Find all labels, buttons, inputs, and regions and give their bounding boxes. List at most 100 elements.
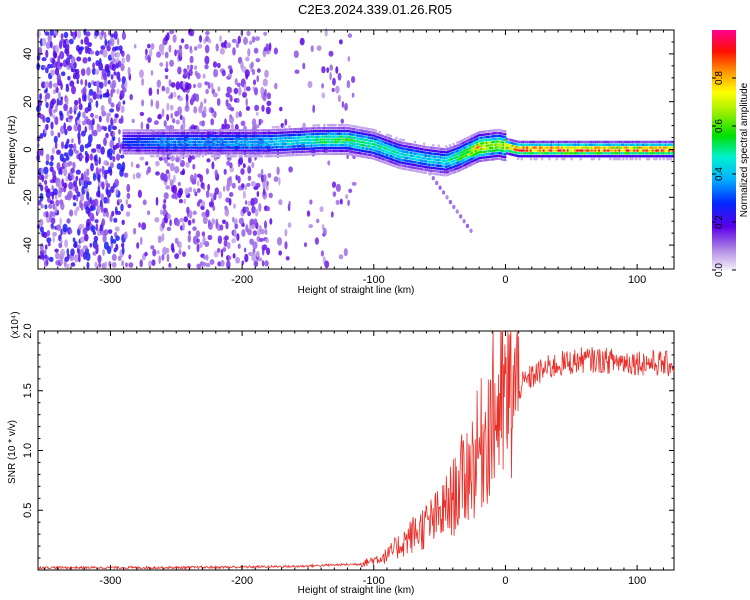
spectrogram-cell (269, 149, 273, 152)
spectrogram-cells (36, 28, 675, 270)
spectrogram-cell (137, 140, 140, 144)
spectrogram-cell (334, 135, 337, 138)
spectrogram-cell (81, 130, 86, 137)
spectrogram-cell (125, 199, 129, 206)
spectrogram-cell (264, 69, 269, 78)
spectrogram-cell (177, 129, 181, 132)
spectrogram-cell (651, 143, 654, 146)
spectrogram-cell (548, 154, 551, 158)
spectrogram-cell (562, 143, 566, 146)
spectrogram-cell (542, 154, 546, 158)
spectrogram-cell (73, 104, 78, 112)
spectrogram-cell (192, 149, 195, 152)
spectrogram-cell (264, 149, 267, 152)
spectrogram-cell (183, 143, 186, 146)
spectrogram-cell (555, 143, 559, 146)
spectrogram-cell (285, 256, 290, 261)
spectrogram-cell (84, 36, 89, 45)
spectrogram-cell (60, 248, 66, 258)
spectrogram-cell (435, 180, 439, 186)
spectrogram-cell (122, 149, 125, 152)
spectrogram-cell (50, 129, 54, 137)
spectrogram-cell (483, 136, 487, 139)
spectrogram-cell (59, 51, 65, 60)
spectrogram-cell (121, 57, 126, 64)
spectrogram-cell (251, 161, 255, 169)
spectrogram-cell (121, 260, 124, 267)
spectrogram-cell (183, 137, 186, 141)
spectrogram-cell (194, 65, 198, 70)
spectrogram-cell (146, 137, 149, 141)
spectrogram-cell (277, 148, 280, 152)
spectrogram-cell (335, 199, 340, 206)
spectrogram-cell (561, 146, 564, 149)
spectrogram-cell (210, 82, 214, 90)
spectrogram-cell (343, 132, 347, 135)
spectrogram-cell (314, 132, 317, 136)
spectrogram-cell (163, 199, 167, 204)
spectrogram-cell (162, 134, 166, 138)
spectrogram-cell (546, 140, 549, 144)
spectrogram-cell (196, 72, 201, 80)
spectrogram-cell (172, 34, 177, 43)
spectrogram-cell (562, 152, 566, 155)
spectrogram-cell (658, 157, 662, 161)
spectrogram-cell (265, 106, 271, 115)
spectrogram-cell (137, 152, 140, 155)
spectrogram-cell (247, 134, 251, 138)
spectrogram-cell (157, 140, 160, 144)
spectrogram-cell (110, 162, 114, 169)
spectrogram-cell (147, 166, 152, 174)
spectrogram-cell (590, 152, 594, 155)
spectrogram-cell (210, 149, 214, 152)
spectrogram-cell (424, 171, 428, 175)
spectrogram-cell (168, 44, 172, 53)
spectrogram-cell (660, 152, 664, 155)
spectrogram-cell (306, 150, 310, 153)
spectrogram-cell (540, 152, 544, 155)
spectrogram-cell (182, 116, 186, 124)
spectrogram-cell (86, 168, 90, 176)
spectrogram-cell (529, 154, 533, 158)
spectrogram-cell (244, 134, 247, 138)
spectrogram-cell (194, 134, 197, 138)
spectrogram-cell (192, 129, 195, 132)
spectrogram-cell (609, 146, 612, 149)
spectrogram-cell (260, 146, 264, 149)
spectrogram-cell (45, 153, 50, 162)
spectrogram-cell (256, 191, 260, 197)
spectrogram-cell (244, 129, 247, 132)
spectrogram-cell (489, 149, 492, 153)
spectrogram-cell (213, 111, 217, 119)
spectrogram-cell (561, 152, 564, 155)
spectrogram-cell (251, 143, 254, 146)
spectrogram-cell (655, 152, 658, 155)
spectrogram-cell (126, 146, 129, 149)
spectrogram-cell (479, 130, 483, 134)
spectrogram-cell (293, 145, 297, 148)
spectrogram-cell (205, 129, 208, 132)
spectrogram-cell (196, 140, 199, 144)
spectrogram-cell (208, 131, 212, 135)
spectrogram-cell (277, 128, 280, 132)
spectrogram-cell (50, 154, 54, 162)
spectrogram-cell (280, 148, 284, 152)
spectrogram-cell (597, 149, 601, 152)
spectrogram-cell (173, 149, 177, 152)
spectrogram-cell (44, 179, 48, 186)
spectrogram-cell (280, 134, 284, 137)
spectrogram-cell (338, 123, 341, 127)
spectrogram-cell (334, 123, 337, 127)
spectrogram-cell (649, 152, 653, 155)
spectrogram-cell (326, 141, 330, 144)
spectrogram-cell (268, 42, 272, 51)
spectrogram-cell (138, 152, 142, 155)
spectrogram-cell (234, 134, 238, 138)
spectrogram-cell (78, 111, 81, 118)
spectrogram-cell (207, 152, 210, 155)
spectrogram-cell (236, 129, 240, 132)
spectrogram-cell (207, 140, 210, 144)
spectrogram-cell (334, 152, 337, 156)
spectrogram-cell (49, 210, 53, 218)
spectrogram-cell (620, 143, 623, 146)
